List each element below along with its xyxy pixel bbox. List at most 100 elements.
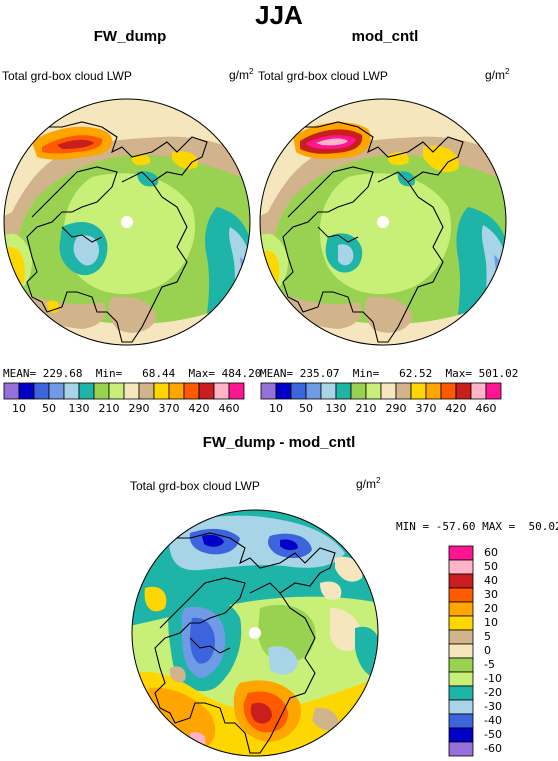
colorbar-difference <box>448 545 474 757</box>
colorbar-box <box>33 382 50 400</box>
colorbar-tick-label: -10 <box>484 672 502 685</box>
colorbar-box <box>228 382 245 400</box>
colorbar-box <box>448 573 474 589</box>
colorbar-tick-label: 50 <box>42 402 56 415</box>
colorbar-box <box>63 382 80 400</box>
colorbar-mod-cntl <box>260 382 502 400</box>
colorbar-box <box>448 643 474 659</box>
colorbar-box <box>485 382 502 400</box>
colorbar-tick-label: -40 <box>484 714 502 727</box>
colorbar-box <box>275 382 292 400</box>
colorbar-fw-dump <box>3 382 245 400</box>
colorbar-box <box>448 629 474 645</box>
colorbar-tick-label: 10 <box>269 402 283 415</box>
colorbar-tick-label: 210 <box>98 402 120 415</box>
colorbar-box <box>198 382 215 400</box>
stats-fw-dump: MEAN= 229.68 Min= 68.44 Max= 484.20 <box>3 367 262 380</box>
colorbar-tick-label: 290 <box>385 402 407 415</box>
colorbar-box <box>470 382 487 400</box>
colorbar-tick-label: 50 <box>299 402 313 415</box>
colorbar-tick-label: 420 <box>445 402 467 415</box>
colorbar-box <box>138 382 155 400</box>
colorbar-tick-label: 60 <box>484 546 498 559</box>
polar-map-difference <box>131 509 379 757</box>
colorbar-box <box>93 382 110 400</box>
colorbar-box <box>448 699 474 715</box>
variable-label-difference: Total grd-box cloud LWP <box>130 479 260 493</box>
colorbar-tick-label: -5 <box>484 658 495 671</box>
colorbar-tick-label: 370 <box>415 402 437 415</box>
colorbar-tick-label: 50 <box>484 560 498 573</box>
stats-mod-cntl: MEAN= 235.07 Min= 62.52 Max= 501.02 <box>260 367 519 380</box>
colorbar-box <box>123 382 140 400</box>
colorbar-box <box>365 382 382 400</box>
colorbar-box <box>448 559 474 575</box>
colorbar-tick-label: 20 <box>484 602 498 615</box>
difference-title: FW_dump - mod_cntl <box>202 434 356 451</box>
colorbar-tick-label: 10 <box>484 616 498 629</box>
colorbar-labels-mod-cntl: 10 50 130 210 290 370 420 460 <box>261 402 501 416</box>
colorbar-box <box>448 671 474 687</box>
colorbar-box <box>448 615 474 631</box>
colorbar-box <box>48 382 65 400</box>
unit-label-fw-dump: g/m2 <box>229 67 254 82</box>
stats-difference: MIN = -57.60 MAX = 50.02 <box>396 520 558 533</box>
colorbar-box <box>448 587 474 603</box>
colorbar-box <box>380 382 397 400</box>
colorbar-tick-label: 5 <box>484 630 491 643</box>
variable-label-fw-dump: Total grd-box cloud LWP <box>2 69 132 83</box>
colorbar-box <box>448 545 474 561</box>
colorbar-labels-fw-dump: 10 50 130 210 290 370 420 460 <box>4 402 244 416</box>
colorbar-tick-label: 210 <box>355 402 377 415</box>
colorbar-tick-label: 130 <box>68 402 90 415</box>
main-title: JJA <box>255 0 303 30</box>
polar-map-fw-dump <box>3 98 251 346</box>
colorbar-tick-label: 370 <box>158 402 180 415</box>
colorbar-tick-label: -20 <box>484 686 502 699</box>
colorbar-box <box>448 741 474 757</box>
unit-label-difference: g/m2 <box>356 476 381 491</box>
colorbar-tick-label: -60 <box>484 742 502 755</box>
colorbar-box <box>18 382 35 400</box>
colorbar-box <box>290 382 307 400</box>
colorbar-box <box>320 382 337 400</box>
colorbar-box <box>3 382 20 400</box>
colorbar-box <box>448 657 474 673</box>
colorbar-labels-difference: 60 50 40 30 20 10 5 0 -5 -10 -20 -30 -40 -50 -60 <box>484 546 524 756</box>
colorbar-tick-label: 420 <box>188 402 210 415</box>
panel-title-fw-dump: FW_dump <box>93 28 167 45</box>
colorbar-tick-label: -50 <box>484 728 502 741</box>
colorbar-tick-label: 40 <box>484 574 498 587</box>
colorbar-box <box>455 382 472 400</box>
polar-map-mod-cntl <box>259 98 507 346</box>
colorbar-tick-label: 10 <box>12 402 26 415</box>
colorbar-tick-label: -30 <box>484 700 502 713</box>
colorbar-tick-label: 290 <box>128 402 150 415</box>
variable-label-mod-cntl: Total grd-box cloud LWP <box>258 69 388 83</box>
colorbar-box <box>260 382 277 400</box>
colorbar-tick-label: 460 <box>475 402 497 415</box>
colorbar-box <box>448 727 474 743</box>
colorbar-box <box>350 382 367 400</box>
colorbar-tick-label: 130 <box>325 402 347 415</box>
panel-title-mod-cntl: mod_cntl <box>351 28 419 45</box>
colorbar-box <box>448 713 474 729</box>
colorbar-tick-label: 30 <box>484 588 498 601</box>
colorbar-box <box>440 382 457 400</box>
colorbar-box <box>410 382 427 400</box>
colorbar-box <box>448 685 474 701</box>
colorbar-box <box>153 382 170 400</box>
colorbar-box <box>168 382 185 400</box>
colorbar-tick-label: 0 <box>484 644 491 657</box>
colorbar-tick-label: 460 <box>218 402 240 415</box>
unit-label-mod-cntl: g/m2 <box>485 67 510 82</box>
colorbar-box <box>78 382 95 400</box>
colorbar-box <box>213 382 230 400</box>
colorbar-box <box>305 382 322 400</box>
colorbar-box <box>335 382 352 400</box>
colorbar-box <box>108 382 125 400</box>
colorbar-box <box>425 382 442 400</box>
colorbar-box <box>183 382 200 400</box>
colorbar-box <box>448 601 474 617</box>
colorbar-box <box>395 382 412 400</box>
